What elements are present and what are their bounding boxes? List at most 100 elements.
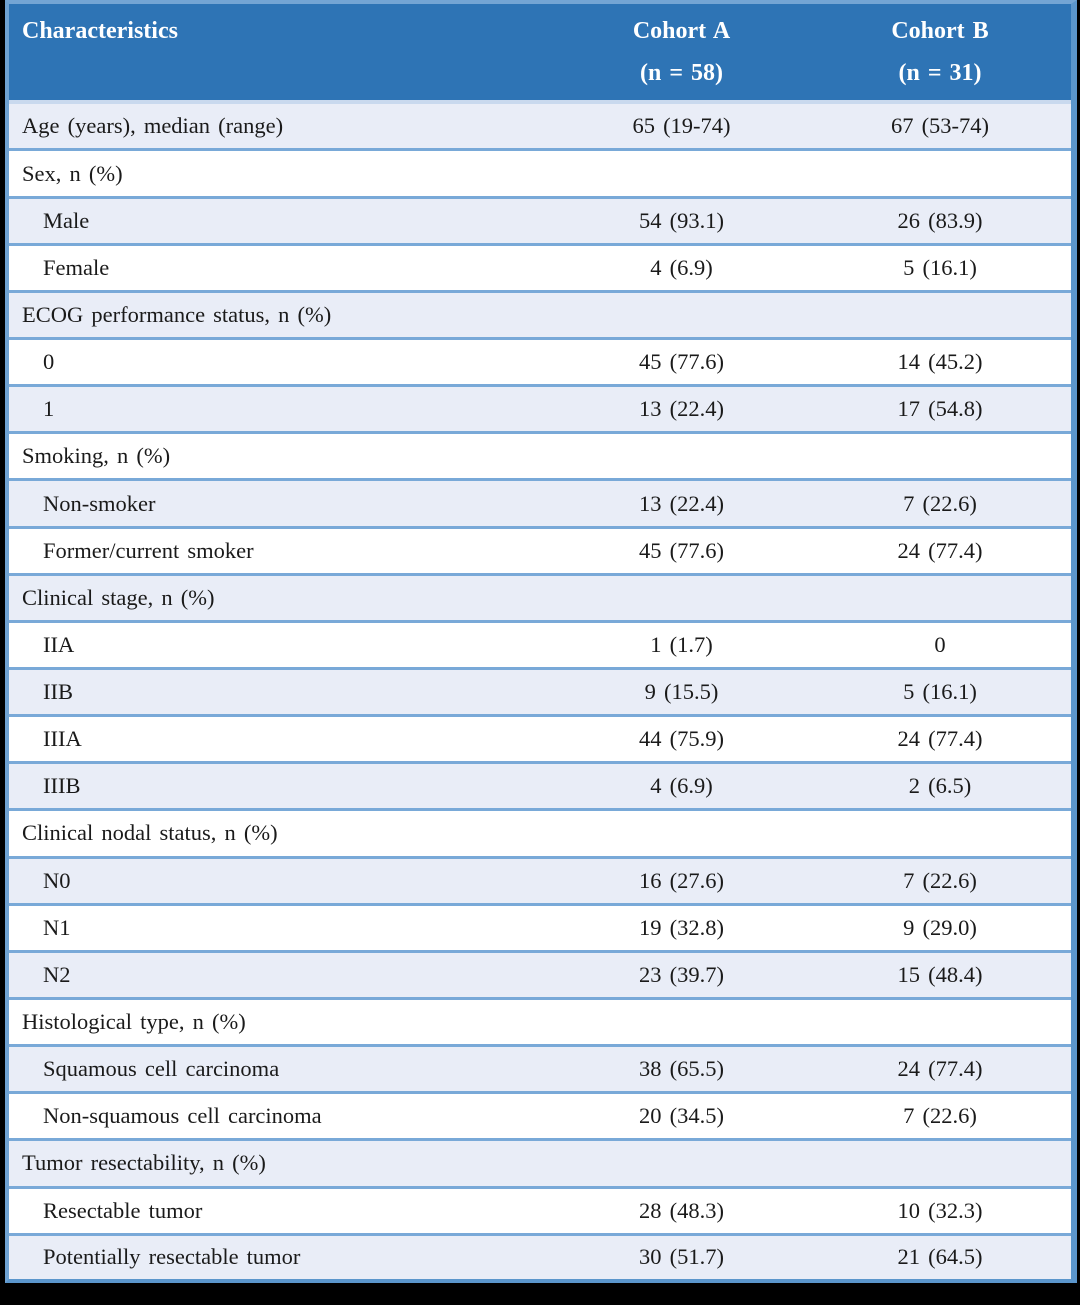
- row-label: IIIB: [43, 773, 81, 799]
- cohort-b-value: [809, 574, 1071, 621]
- table-row: ECOG performance status, n (%): [9, 291, 1071, 339]
- row-label: Smoking, n (%): [22, 443, 171, 469]
- row-label: ECOG performance status, n (%): [22, 301, 332, 327]
- cohort-b-value: 5 (16.1): [903, 254, 977, 280]
- cohort-a-value: 13 (22.4): [639, 396, 724, 422]
- cohort-a-value: 4 (6.9): [650, 254, 713, 280]
- cohort-a-value: 19 (32.8): [639, 914, 724, 940]
- cohort-b-value: 9 (29.0): [903, 914, 977, 940]
- header-cell-characteristics: Characteristics: [9, 4, 554, 102]
- row-label: N0: [43, 867, 71, 893]
- header-characteristics-label: Characteristics: [22, 18, 178, 45]
- cohort-a-value: [554, 998, 809, 1045]
- row-label: IIA: [43, 631, 75, 657]
- cohort-b-value: 7 (22.6): [903, 1103, 977, 1129]
- cohort-b-value: 24 (77.4): [897, 1056, 983, 1082]
- cohort-a-title: Cohort A: [632, 18, 731, 45]
- table-row: N1 19 (32.8) 9 (29.0): [9, 904, 1071, 952]
- header-cell-cohort-a: Cohort A (n = 58): [554, 4, 809, 102]
- table-row: Potentially resectable tumor 30 (51.7) 2…: [9, 1234, 1071, 1279]
- row-label: 0: [43, 349, 55, 375]
- cohort-a-value: 30 (51.7): [639, 1244, 724, 1270]
- cohort-b-value: 67 (53-74): [890, 113, 990, 139]
- cohort-a-value: 44 (75.9): [639, 726, 724, 752]
- row-label: Male: [43, 207, 90, 233]
- table-row: Histological type, n (%): [9, 998, 1071, 1046]
- row-label: Non-squamous cell carcinoma: [43, 1103, 322, 1129]
- cohort-a-value: [554, 150, 809, 197]
- cohort-b-title: Cohort B: [891, 18, 989, 45]
- cohort-b-value: 24 (77.4): [897, 537, 983, 563]
- row-label: Clinical stage, n (%): [22, 584, 215, 610]
- table-row: N0 16 (27.6) 7 (22.6): [9, 857, 1071, 905]
- cohort-a-n: (n = 58): [639, 59, 723, 86]
- cohort-a-value: [554, 1140, 809, 1187]
- cohort-b-value: 7 (22.6): [903, 490, 977, 516]
- cohort-a-value: [554, 291, 809, 338]
- table-row: Age (years), median (range) 65 (19-74) 6…: [9, 102, 1071, 150]
- header-row: Characteristics Cohort A (n = 58) Cohort…: [9, 4, 1071, 102]
- row-label: N1: [43, 914, 71, 940]
- patient-characteristics-table: Characteristics Cohort A (n = 58) Cohort…: [5, 0, 1077, 1283]
- cohort-b-value: 5 (16.1): [903, 679, 977, 705]
- row-label: Non-smoker: [43, 490, 156, 516]
- cohort-a-value: 13 (22.4): [639, 490, 724, 516]
- cohort-a-value: [554, 810, 809, 857]
- table-row: Clinical stage, n (%): [9, 574, 1071, 622]
- cohort-b-value: [809, 1140, 1071, 1187]
- cohort-b-value: 10 (32.3): [897, 1197, 983, 1223]
- cohort-b-value: 14 (45.2): [897, 349, 983, 375]
- table-row: Male 54 (93.1) 26 (83.9): [9, 197, 1071, 245]
- cohort-b-value: 17 (54.8): [897, 396, 983, 422]
- cohort-a-value: 28 (48.3): [639, 1197, 724, 1223]
- table-row: Former/current smoker 45 (77.6) 24 (77.4…: [9, 527, 1071, 575]
- table-row: Smoking, n (%): [9, 432, 1071, 480]
- table-row: IIIA 44 (75.9) 24 (77.4): [9, 715, 1071, 763]
- cohort-a-value: 54 (93.1): [639, 207, 724, 233]
- row-label: Former/current smoker: [43, 537, 254, 563]
- cohort-b-n: (n = 31): [898, 59, 982, 86]
- row-label: Sex, n (%): [22, 160, 123, 186]
- cohort-a-value: [554, 574, 809, 621]
- table-row: Female 4 (6.9) 5 (16.1): [9, 244, 1071, 292]
- row-label: Potentially resectable tumor: [43, 1244, 301, 1270]
- row-label: 1: [43, 396, 55, 422]
- cohort-b-value: [809, 433, 1071, 480]
- row-label: Female: [43, 254, 110, 280]
- row-label: Age (years), median (range): [22, 113, 284, 139]
- table-row: Clinical nodal status, n (%): [9, 809, 1071, 858]
- table-row: Sex, n (%): [9, 149, 1071, 198]
- table-row: Squamous cell carcinoma 38 (65.5) 24 (77…: [9, 1045, 1071, 1093]
- table-row: N2 23 (39.7) 15 (48.4): [9, 951, 1071, 999]
- table-row: Tumor resectability, n (%): [9, 1139, 1071, 1188]
- cohort-a-value: 9 (15.5): [644, 679, 719, 705]
- cohort-b-value: [809, 291, 1071, 338]
- characteristics-table: Characteristics Cohort A (n = 58) Cohort…: [9, 4, 1071, 1279]
- row-label: Histological type, n (%): [22, 1009, 246, 1035]
- row-label: Clinical nodal status, n (%): [22, 820, 278, 846]
- cohort-a-value: 16 (27.6): [639, 867, 724, 893]
- table-row: IIA 1 (1.7) 0: [9, 621, 1071, 669]
- table-row: Resectable tumor 28 (48.3) 10 (32.3): [9, 1187, 1071, 1235]
- row-label: N2: [43, 961, 71, 987]
- table-row: Non-squamous cell carcinoma 20 (34.5) 7 …: [9, 1092, 1071, 1140]
- row-label: Resectable tumor: [43, 1197, 203, 1223]
- cohort-b-value: 2 (6.5): [908, 773, 972, 799]
- row-label: Tumor resectability, n (%): [22, 1150, 266, 1176]
- table-row: IIB 9 (15.5) 5 (16.1): [9, 668, 1071, 716]
- cohort-a-value: 45 (77.6): [639, 349, 724, 375]
- cohort-a-value: 23 (39.7): [639, 961, 724, 987]
- table-row: 0 45 (77.6) 14 (45.2): [9, 338, 1071, 386]
- cohort-a-value: 4 (6.9): [650, 773, 713, 799]
- cohort-b-value: 24 (77.4): [897, 726, 983, 752]
- cohort-b-value: [809, 150, 1071, 197]
- row-label: IIB: [43, 679, 73, 705]
- cohort-b-value: 15 (48.4): [897, 961, 983, 987]
- table-row: 1 13 (22.4) 17 (54.8): [9, 385, 1071, 433]
- cohort-b-value: 0: [934, 631, 946, 657]
- cohort-a-value: [554, 433, 809, 480]
- cohort-b-value: [809, 998, 1071, 1045]
- cohort-b-value: 21 (64.5): [897, 1244, 983, 1270]
- cohort-b-value: 26 (83.9): [897, 207, 983, 233]
- cohort-a-value: 65 (19-74): [632, 113, 731, 139]
